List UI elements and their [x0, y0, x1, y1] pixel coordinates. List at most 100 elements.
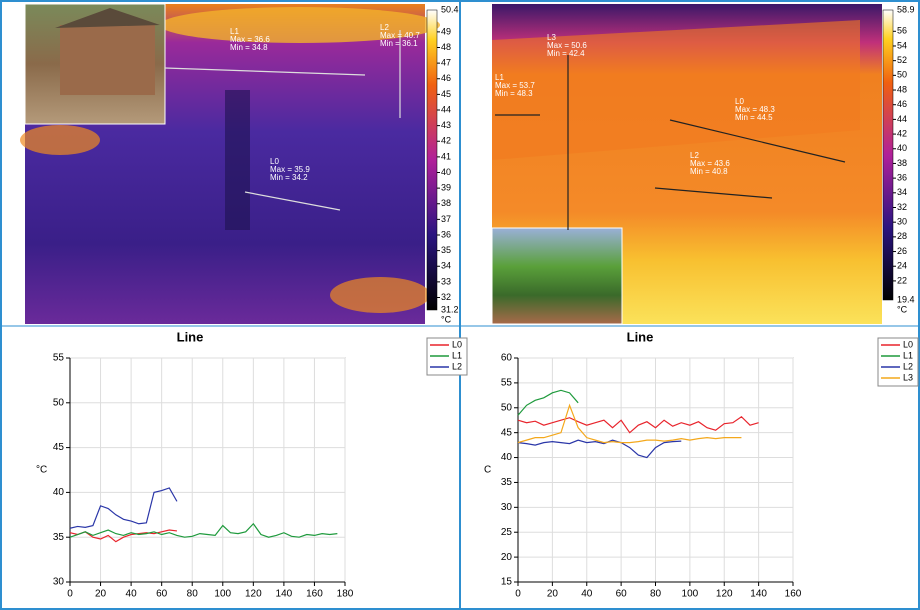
scale-label: 49	[441, 26, 451, 36]
scale-label: 39	[441, 183, 451, 193]
y-tick-label: 15	[501, 577, 513, 588]
y-tick-label: 40	[53, 487, 65, 498]
scale-label: 46	[441, 73, 451, 83]
scale-label: 34	[897, 187, 907, 197]
scale-label: 33	[441, 276, 451, 286]
color-scale	[882, 9, 894, 301]
plot-area	[69, 357, 346, 583]
y-tick-label: 30	[501, 502, 513, 513]
measure-label: Max = 43.6	[690, 159, 730, 168]
y-tick-label: 55	[53, 353, 65, 364]
scale-unit: °C	[441, 314, 452, 324]
measure-label: Min = 36.1	[380, 39, 418, 48]
x-tick-label: 20	[547, 589, 559, 600]
scale-label: 28	[897, 231, 907, 241]
scale-label: 32	[441, 292, 451, 302]
measure-lines	[164, 30, 401, 211]
y-tick-label: 45	[53, 442, 65, 453]
scale-label: 38	[897, 158, 907, 168]
y-tick-label: 60	[501, 353, 513, 364]
hot-spot	[160, 7, 440, 43]
scale-min: 31.2	[441, 304, 459, 314]
measure-label: L2	[690, 151, 699, 160]
y-tick-label: 30	[53, 577, 65, 588]
x-tick-label: 160	[306, 589, 323, 600]
scale-label: 44	[897, 114, 907, 124]
scale-label: 34	[441, 261, 451, 271]
measure-label: L3	[547, 33, 556, 42]
scale-label: 32	[897, 202, 907, 212]
scale-label: 38	[441, 198, 451, 208]
x-tick-label: 100	[214, 589, 231, 600]
measure-label: L1	[230, 27, 239, 36]
y-tick-label: 25	[501, 527, 513, 538]
scale-label: 48	[441, 42, 451, 52]
legend-label: L0	[903, 339, 913, 349]
y-axis-label: °C	[36, 465, 47, 476]
x-tick-label: 80	[187, 589, 199, 600]
measure-label: Min = 48.3	[495, 89, 533, 98]
legend-label: L2	[903, 361, 913, 371]
building	[492, 20, 860, 160]
x-tick-label: 40	[581, 589, 593, 600]
scale-label: 47	[441, 58, 451, 68]
scale-unit: °C	[897, 304, 908, 314]
x-tick-label: 140	[276, 589, 293, 600]
inset-photo	[491, 227, 623, 325]
legend-label: L0	[452, 339, 462, 349]
measure-label: Min = 42.4	[547, 49, 585, 58]
scale-label: 42	[441, 136, 451, 146]
measure-label: Max = 40.7	[380, 31, 420, 40]
scale-label: 40	[441, 167, 451, 177]
measure-label: Min = 40.8	[690, 167, 728, 176]
measure-label: L1	[495, 73, 504, 82]
legend-label: L3	[903, 372, 913, 382]
scale-label: 22	[897, 275, 907, 285]
measure-label: Max = 48.3	[735, 105, 775, 114]
measure-label: Max = 50.6	[547, 41, 587, 50]
scale-label: 46	[897, 99, 907, 109]
x-tick-label: 180	[337, 589, 354, 600]
color-scale	[426, 9, 438, 311]
x-tick-label: 0	[67, 589, 73, 600]
scale-max: 58.9	[897, 4, 915, 14]
scale-label: 45	[441, 89, 451, 99]
scale-max: 50.4	[441, 4, 459, 14]
scale-label: 44	[441, 104, 451, 114]
measure-label: Max = 36.6	[230, 35, 270, 44]
scale-label: 24	[897, 261, 907, 271]
measure-lines	[495, 55, 846, 230]
y-tick-label: 50	[501, 402, 513, 413]
scale-label: 36	[441, 229, 451, 239]
series-line	[69, 522, 338, 538]
scale-label: 43	[441, 120, 451, 130]
measure-label: L2	[380, 23, 389, 32]
scale-label: 56	[897, 26, 907, 36]
scale-label: 26	[897, 246, 907, 256]
y-axis-label: C	[484, 465, 491, 476]
x-tick-label: 20	[95, 589, 107, 600]
x-tick-label: 60	[616, 589, 628, 600]
legend-label: L1	[452, 350, 462, 360]
scale-label: 41	[441, 151, 451, 161]
x-tick-label: 120	[716, 589, 733, 600]
measure-label: L0	[735, 97, 744, 106]
chart-title: Line	[627, 329, 654, 344]
scale-label: 50	[897, 70, 907, 80]
series-line	[517, 439, 682, 459]
inset-house	[60, 25, 155, 95]
measure-label: Min = 34.2	[270, 173, 308, 182]
scale-label: 42	[897, 128, 907, 138]
scale-label: 37	[441, 214, 451, 224]
scale-label: 40	[897, 143, 907, 153]
hot-spot	[20, 125, 100, 155]
scale-label: 36	[897, 173, 907, 183]
scale-label: 30	[897, 217, 907, 227]
scale-label: 35	[441, 245, 451, 255]
y-tick-label: 45	[501, 427, 513, 438]
chart-title: Line	[177, 329, 204, 344]
series-line	[517, 415, 759, 434]
y-tick-label: 55	[501, 378, 513, 389]
